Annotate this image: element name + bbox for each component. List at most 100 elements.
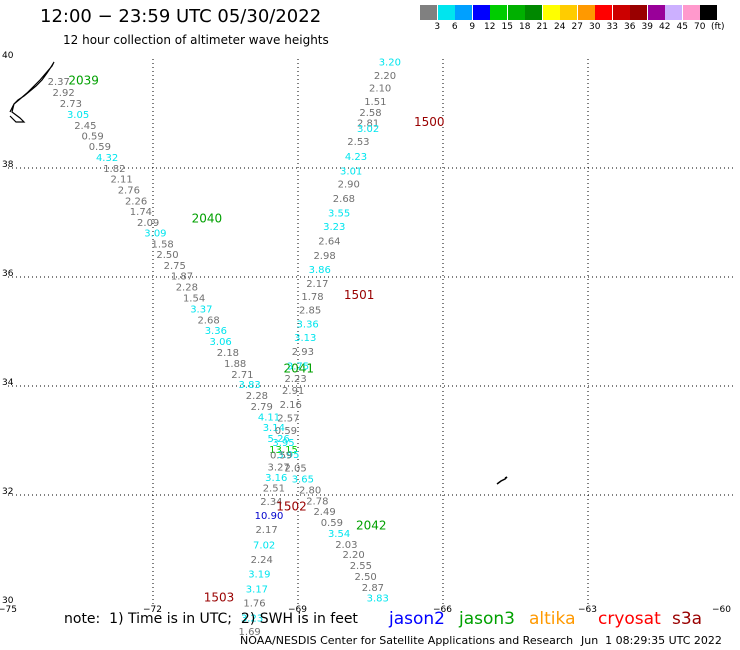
wave-height-reading: 2.50 [156,250,178,261]
satellite-s3a: s3a [672,609,703,629]
wave-height-reading: 0.59 [275,426,297,437]
wave-height-reading: 5.26 [268,434,290,445]
wave-height-reading: 2.20 [374,71,396,82]
wave-height-reading: 2.93 [292,347,314,358]
legend-swatch [472,5,490,20]
longitude-tick: −60 [712,605,731,615]
wave-height-reading: 3.02 [357,124,379,135]
wave-height-reading: 2.24 [251,555,273,566]
wave-height-reading: 2.75 [164,261,186,272]
legend-label: 24 [554,22,566,32]
longitude-tick: −66 [433,605,452,615]
legend-label: 18 [519,22,531,32]
legend-swatch [595,5,612,20]
wave-height-reading: 3.01 [340,167,362,178]
pass-label: 2040 [192,212,223,226]
wave-height-reading: 2.98 [313,251,335,262]
legend-label: 36 [624,22,636,32]
pass-label: 1501 [344,288,375,302]
wave-height-reading: 3.36 [205,326,227,337]
legend-swatch [700,5,717,20]
wave-height-reading: 2.64 [318,236,340,247]
wave-height-reading: 7.02 [253,540,275,551]
wave-height-reading: 2.68 [333,194,355,205]
wave-height-reading: 3.65 [292,474,314,485]
wave-height-reading: 3.13 [294,333,316,344]
legend-swatch [420,5,437,20]
wave-height-reading: 2.45 [74,121,96,132]
wave-height-reading: 1.88 [224,359,246,370]
wave-height-reading: 3.06 [210,337,232,348]
wave-height-reading: 2.78 [306,496,328,507]
wave-height-reading: 3.54 [328,529,350,540]
legend-label: 15 [501,22,513,32]
wave-height-reading: 3.95 [277,450,299,461]
wave-height-reading: 4.23 [345,152,367,163]
pass-label: 2042 [356,518,387,532]
wave-height-reading: 2.18 [217,348,239,359]
legend-swatch [455,5,472,20]
latitude-tick: 32 [2,487,14,497]
wave-height-reading: 2.20 [342,550,364,561]
wave-height-reading: 1.51 [364,97,386,108]
wave-height-reading: 2.73 [60,99,82,110]
wave-height-reading: 13.15 [269,445,298,456]
wave-height-reading: 3.09 [144,229,166,240]
wave-height-reading: 2.53 [347,137,369,148]
wave-height-reading: 1.58 [152,240,174,251]
legend-swatch [647,5,665,20]
wave-height-reading: 0.59 [81,132,103,143]
satellite-jason2: jason2 [389,609,445,629]
wave-height-reading: 2.90 [338,180,360,191]
legend-swatch [612,5,630,20]
wave-height-reading: 2.68 [197,315,219,326]
wave-height-reading: 2.80 [299,485,321,496]
wave-height-reading: 2.57 [277,413,299,424]
pass-label: 1500 [414,115,445,129]
legend-label: 21 [536,22,548,32]
latitude-tick: 40 [2,51,14,61]
wave-height-reading: 1.82 [103,164,125,175]
wave-height-reading: 4.11 [258,412,280,423]
legend-swatch [560,5,577,20]
wave-height-reading: 3.37 [190,304,212,315]
wave-height-reading: 2.17 [306,279,328,290]
wave-height-reading: 2.49 [313,507,335,518]
legend-label: 12 [484,22,496,32]
wave-height-reading: 2.87 [362,583,384,594]
footnote: note: 1) Time is in UTC; 2) SWH is in fe… [64,611,358,627]
legend-swatch [542,5,560,20]
wave-height-reading: 2.81 [357,119,379,130]
wave-height-reading: 1.87 [171,272,193,283]
coastline [9,61,55,123]
wave-height-reading: 2.16 [280,400,302,411]
wave-height-reading: 2.79 [251,402,273,413]
wave-height-reading: 1.69 [239,627,261,638]
pass-label: 2039 [68,74,99,88]
bermuda-island [496,476,508,485]
longitude-tick: −72 [143,605,162,615]
wave-height-reading: 2.34 [260,497,282,508]
credit-line: NOAA/NESDIS Center for Satellite Applica… [240,634,574,647]
wave-height-reading: 3.86 [309,265,331,276]
wave-height-reading: 1.78 [301,292,323,303]
longitude-tick: −75 [0,605,17,615]
wave-height-reading: 2.28 [176,283,198,294]
latitude-tick: 38 [2,160,14,170]
generated-timestamp: Jun 1 08:29:35 UTC 2022 [581,634,722,647]
wave-height-reading: 2.58 [359,108,381,119]
latitude-tick: 30 [2,596,14,606]
wave-height-reading: 0.59 [89,142,111,153]
longitude-tick: −69 [288,605,307,615]
legend-label: 6 [451,22,458,32]
wave-height-reading: 2.76 [118,186,140,197]
legend-swatch [682,5,700,20]
wave-height-reading: 3.27 [268,462,290,473]
wave-height-reading: 2.11 [110,175,132,186]
legend-label: 3 [434,22,441,32]
wave-height-reading: 4.32 [96,153,118,164]
wave-height-reading: 2.28 [246,391,268,402]
wave-height-reading: 3.14 [263,423,285,434]
latitude-tick: 34 [2,378,14,388]
